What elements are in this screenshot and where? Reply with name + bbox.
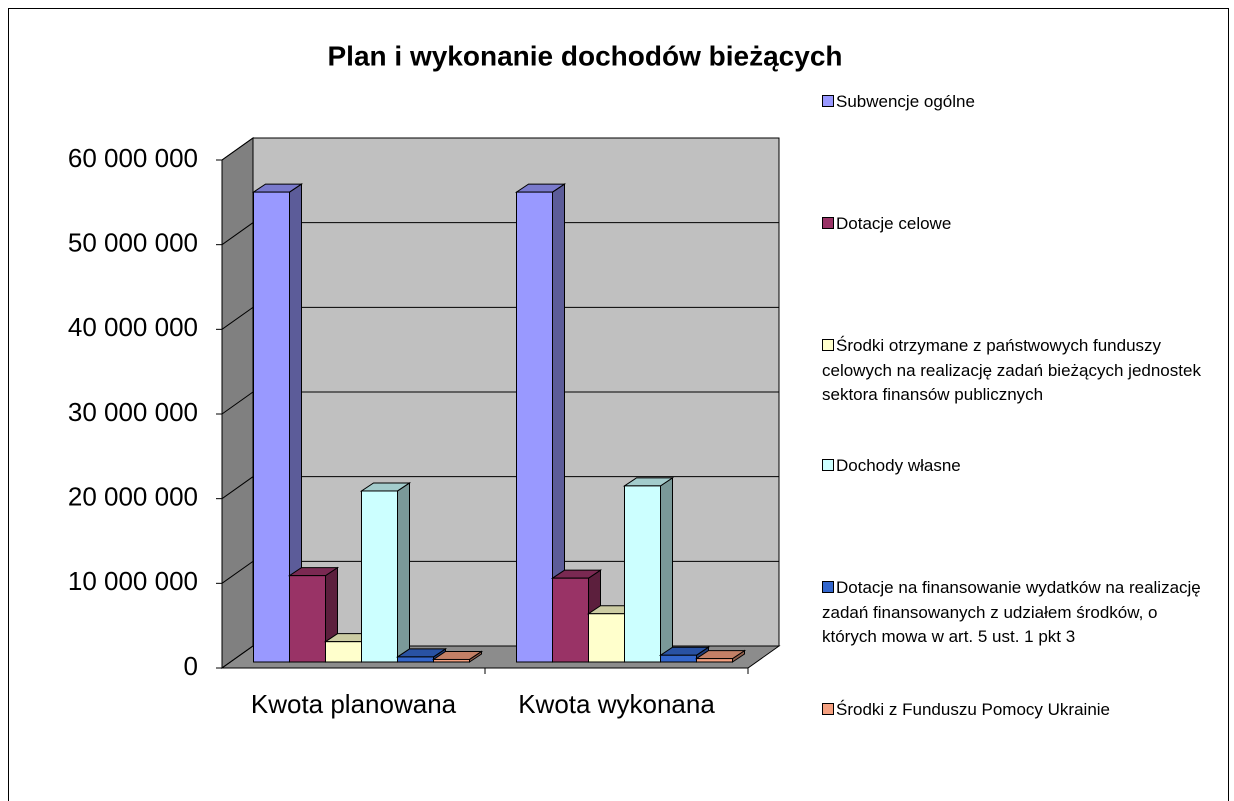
- y-tick-label: 60 000 000: [68, 143, 198, 173]
- y-tick-label: 20 000 000: [68, 482, 198, 512]
- bar: [588, 613, 625, 663]
- bar: [624, 485, 661, 663]
- x-tick-label: Kwota planowana: [250, 689, 457, 719]
- legend-label: Środki z Funduszu Pomocy Ukrainie: [836, 700, 1111, 719]
- bar: [696, 658, 733, 663]
- y-tick-label: 0: [184, 651, 198, 681]
- bar: [516, 191, 553, 663]
- y-tick-label: 10 000 000: [68, 566, 198, 596]
- bar: [433, 658, 470, 663]
- bar: [552, 577, 589, 663]
- legend-entry: Dochody własne: [822, 454, 1212, 479]
- legend-entry: Dotacje celowe: [822, 212, 1212, 237]
- legend-entry: Środki z Funduszu Pomocy Ukrainie: [822, 698, 1212, 723]
- bar: [325, 641, 362, 663]
- legend-swatch: [822, 217, 834, 229]
- legend-entry: Subwencje ogólne: [822, 90, 1212, 115]
- bar: [289, 575, 326, 663]
- grid-line: [221, 137, 779, 161]
- legend-swatch: [822, 339, 834, 351]
- y-tick-label: 50 000 000: [68, 228, 198, 258]
- bar-side: [660, 476, 673, 663]
- frame: [8, 8, 1229, 801]
- legend-label: Subwencje ogólne: [836, 92, 975, 111]
- y-tick-label: 30 000 000: [68, 397, 198, 427]
- legend-label: Dotacje celowe: [836, 214, 952, 233]
- bar: [660, 654, 697, 663]
- bar: [361, 490, 398, 663]
- bar: [253, 191, 290, 663]
- chart-title: Plan i wykonanie dochodów bieżących: [327, 40, 842, 71]
- legend-label: Dochody własne: [836, 456, 961, 475]
- x-tick-label: Kwota wykonana: [518, 689, 715, 719]
- y-tick-label: 40 000 000: [68, 312, 198, 342]
- legend-label: Dotacje na finansowanie wydatków na real…: [822, 578, 1201, 646]
- bar: [397, 656, 434, 663]
- legend-entry: Dotacje na finansowanie wydatków na real…: [822, 576, 1212, 650]
- legend-swatch: [822, 581, 834, 593]
- legend-swatch: [822, 95, 834, 107]
- legend-label: Środki otrzymane z państwowych funduszy …: [822, 336, 1201, 404]
- legend-entry: Środki otrzymane z państwowych funduszy …: [822, 334, 1212, 408]
- legend-swatch: [822, 703, 834, 715]
- legend-swatch: [822, 459, 834, 471]
- bar-side: [397, 482, 410, 663]
